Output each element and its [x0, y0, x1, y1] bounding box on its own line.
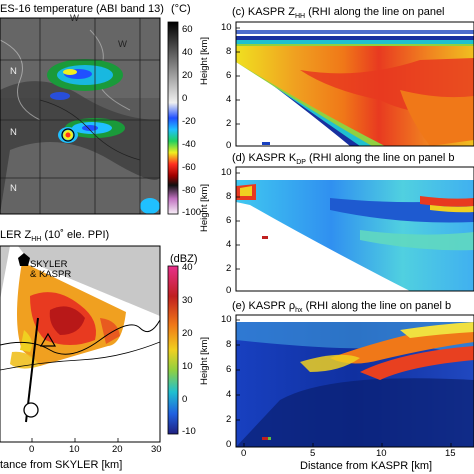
y-tick: 6: [226, 215, 232, 226]
rhi-x-ticks: [243, 443, 452, 447]
colorbar-tick: -40: [182, 139, 196, 150]
blockage-sector: [18, 246, 160, 316]
x-tick: 0: [29, 444, 35, 455]
panel-b: [0, 246, 160, 442]
panel-e-xlabel: Distance from KASPR [km]: [300, 460, 433, 472]
panel-a-colorbar: [167, 21, 179, 215]
x-tick: 0: [241, 448, 247, 459]
x-tick: 20: [112, 444, 123, 455]
panel-e: [236, 315, 474, 447]
panel-a-unit: (°C): [171, 3, 191, 15]
panel-a-title: ES-16 temperature (ABI band 13): [0, 3, 164, 15]
radar-label-2: & KASPR: [30, 269, 72, 280]
panel-b-title-sub: HH: [31, 236, 42, 244]
panel-a-map-label: W: [118, 39, 127, 50]
panel-b-title-text: LER Z: [0, 229, 32, 241]
panel-e-title-tail: (RHI along the line on panel b: [302, 300, 452, 312]
y-tick: 4: [226, 239, 232, 250]
colorbar-tick: 60: [182, 24, 193, 35]
y-tick: 8: [226, 46, 232, 57]
colorbar-tick: -60: [182, 162, 196, 173]
y-tick: 10: [221, 22, 232, 33]
panel-b-xlabel: tance from SKYLER [km]: [0, 459, 123, 471]
cold-cloud-tops: [47, 59, 160, 214]
panel-d-title-text: (d) KASPR K: [232, 152, 297, 164]
panel-d: [236, 167, 474, 291]
panel-c-title: (c) KASPR ZHH (RHI along the line on pan…: [232, 6, 445, 23]
panel-b-colorbar: [167, 265, 179, 435]
x-tick: 10: [376, 448, 387, 459]
panel-d-title-sub: DP: [296, 159, 306, 167]
panel-d-ylabel: Height [km]: [199, 183, 210, 232]
panel-c-title-tail: (RHI along the line on panel: [305, 6, 445, 18]
panel-e-title-sub: hx: [295, 307, 303, 315]
panel-c: [236, 22, 474, 146]
panel-b-unit: (dBZ): [170, 253, 198, 265]
panel-c-title-text: (c) KASPR Z: [232, 6, 295, 18]
y-tick: 10: [221, 167, 232, 178]
y-tick: 8: [226, 339, 232, 350]
y-tick: 6: [226, 70, 232, 81]
colorbar-tick: 40: [182, 47, 193, 58]
colorbar-tick: 20: [182, 328, 193, 339]
y-tick: 4: [226, 94, 232, 105]
colorbar-tick: -20: [182, 116, 196, 127]
x-tick: 5: [310, 448, 316, 459]
colorbar-tick: 10: [182, 361, 193, 372]
x-tick: 10: [69, 444, 80, 455]
y-tick: 2: [226, 263, 232, 274]
coastline: [0, 319, 160, 355]
y-tick: 2: [226, 414, 232, 425]
rhi-y-ticks: [236, 27, 240, 421]
panel-a-map-label: N: [10, 183, 17, 194]
panel-d-title-tail: (RHI along the line on panel b: [305, 152, 455, 164]
y-tick: 0: [226, 285, 232, 296]
colorbar-tick: 30: [182, 295, 193, 306]
colorbar-tick: 40: [182, 262, 193, 273]
panel-b-xticks: [31, 438, 161, 442]
panel-e-title: (e) KASPR ρhx (RHI along the line on pan…: [232, 300, 451, 317]
panel-e-ylabel: Height [km]: [199, 336, 210, 385]
panel-b-title-tail: (10˚ ele. PPI): [41, 229, 110, 241]
colorbar-tick: -80: [182, 185, 196, 196]
radar-label-1: SKYLER: [30, 259, 68, 270]
x-tick: 15: [445, 448, 456, 459]
panel-a-map-label: W: [70, 13, 79, 24]
y-tick: 10: [221, 314, 232, 325]
y-tick: 2: [226, 118, 232, 129]
y-tick: 6: [226, 364, 232, 375]
x-tick: 30: [151, 444, 162, 455]
colorbar-tick: 0: [182, 394, 188, 405]
colorbar-tick: 20: [182, 70, 193, 81]
panel-a-map-label: N: [10, 127, 17, 138]
panel-c-title-sub: HH: [294, 13, 306, 21]
colorbar-tick: -10: [182, 426, 196, 437]
panel-c-ylabel: Height [km]: [199, 36, 210, 85]
y-tick: 8: [226, 191, 232, 202]
colorbar-tick: 0: [182, 93, 188, 104]
panel-e-title-text: (e) KASPR ρ: [232, 300, 296, 312]
triangle-marker: [39, 332, 57, 347]
panel-b-title: LER ZHH (10˚ ele. PPI): [0, 229, 109, 246]
panel-d-title: (d) KASPR KDP (RHI along the line on pan…: [232, 152, 455, 169]
y-tick: 4: [226, 389, 232, 400]
radar-marker: [18, 253, 30, 266]
y-tick: 0: [226, 140, 232, 151]
panel-a-map-label: N: [10, 66, 17, 77]
circle-marker: [23, 402, 39, 418]
y-tick: 0: [226, 439, 232, 450]
colorbar-tick: -100: [182, 207, 202, 218]
panel-a: [0, 18, 160, 214]
